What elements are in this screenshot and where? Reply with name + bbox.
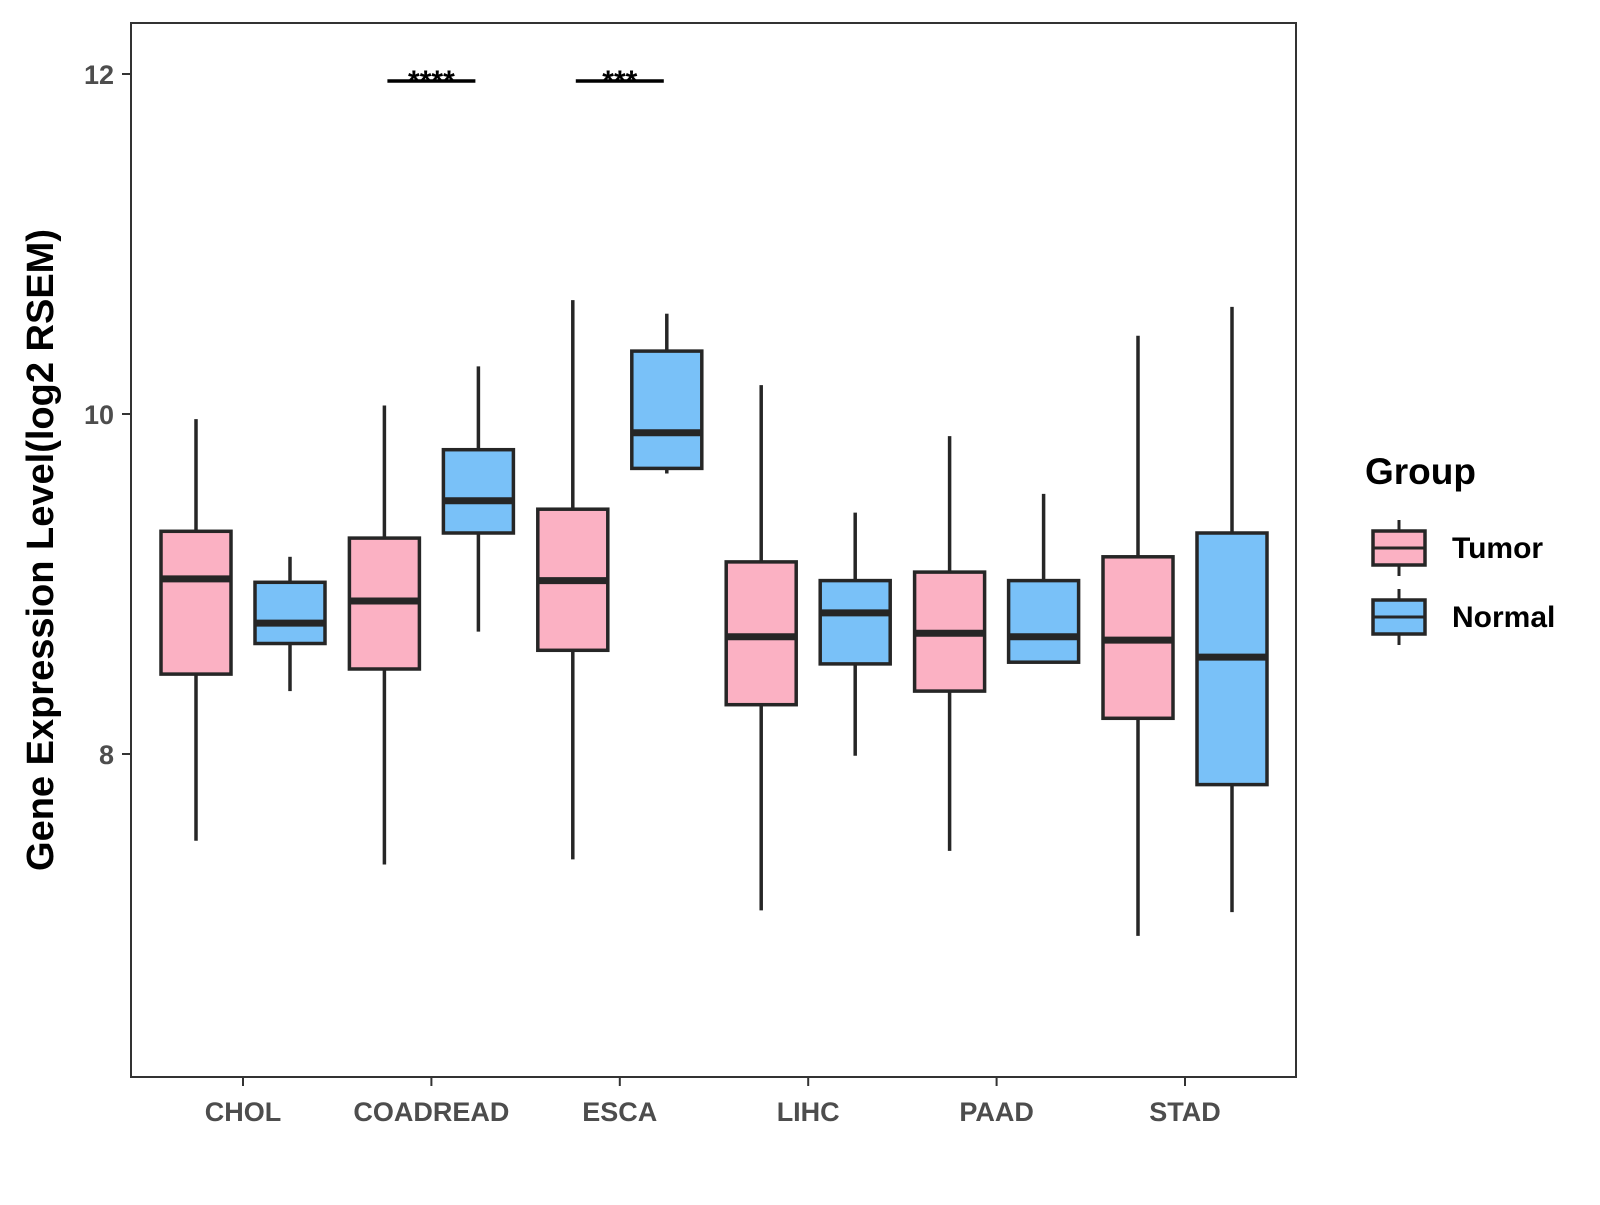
x-tick-label: COADREAD xyxy=(353,1097,509,1127)
x-tick-label: STAD xyxy=(1149,1097,1221,1127)
significance-annotations: **** *** xyxy=(387,65,664,98)
box-normal-lihc xyxy=(818,512,892,756)
box-normal-coadread xyxy=(441,366,516,632)
x-axis: CHOL COADREAD ESCA LIHC PAAD STAD xyxy=(205,1077,1221,1127)
box-tumor-chol xyxy=(159,419,233,841)
y-tick-label: 10 xyxy=(84,400,114,430)
x-tick-label: PAAD xyxy=(959,1097,1034,1127)
x-tick-label: LIHC xyxy=(777,1097,840,1127)
box-body xyxy=(159,529,233,676)
significance-label: **** xyxy=(408,65,455,98)
legend-label: Tumor xyxy=(1452,532,1543,565)
box-tumor-lihc xyxy=(724,385,798,911)
box-series xyxy=(159,300,1269,936)
legend-label: Normal xyxy=(1452,601,1555,634)
legend-title: Group xyxy=(1365,451,1476,492)
box-normal-chol xyxy=(253,556,327,692)
x-tick-label: CHOL xyxy=(205,1097,282,1127)
box-normal-esca xyxy=(630,313,704,474)
y-axis-title: Gene Expression Level(log2 RSEM) xyxy=(20,229,62,871)
box-body xyxy=(253,580,327,646)
significance-label: *** xyxy=(602,65,637,98)
box-body xyxy=(441,447,516,535)
box-body xyxy=(1006,578,1081,664)
box-tumor-paad xyxy=(912,436,987,851)
y-tick-label: 8 xyxy=(99,740,114,770)
x-tick-label: ESCA xyxy=(582,1097,657,1127)
plot-panel xyxy=(130,22,1297,1078)
box-body xyxy=(818,578,892,666)
box-tumor-esca xyxy=(536,300,610,860)
legend-entries: Tumor Normal xyxy=(1371,520,1555,645)
legend: Group Tumor Normal xyxy=(1365,451,1555,645)
legend-entry-normal: Normal xyxy=(1371,589,1555,645)
box-tumor-coadread xyxy=(347,405,422,865)
box-normal-paad xyxy=(1006,493,1081,664)
box-tumor-stad xyxy=(1101,335,1175,936)
box-body xyxy=(630,349,704,471)
legend-entry-tumor: Tumor xyxy=(1371,520,1543,576)
y-tick-label: 12 xyxy=(84,60,114,90)
y-axis: 8 10 12 xyxy=(84,60,131,770)
box-normal-stad xyxy=(1195,306,1269,913)
